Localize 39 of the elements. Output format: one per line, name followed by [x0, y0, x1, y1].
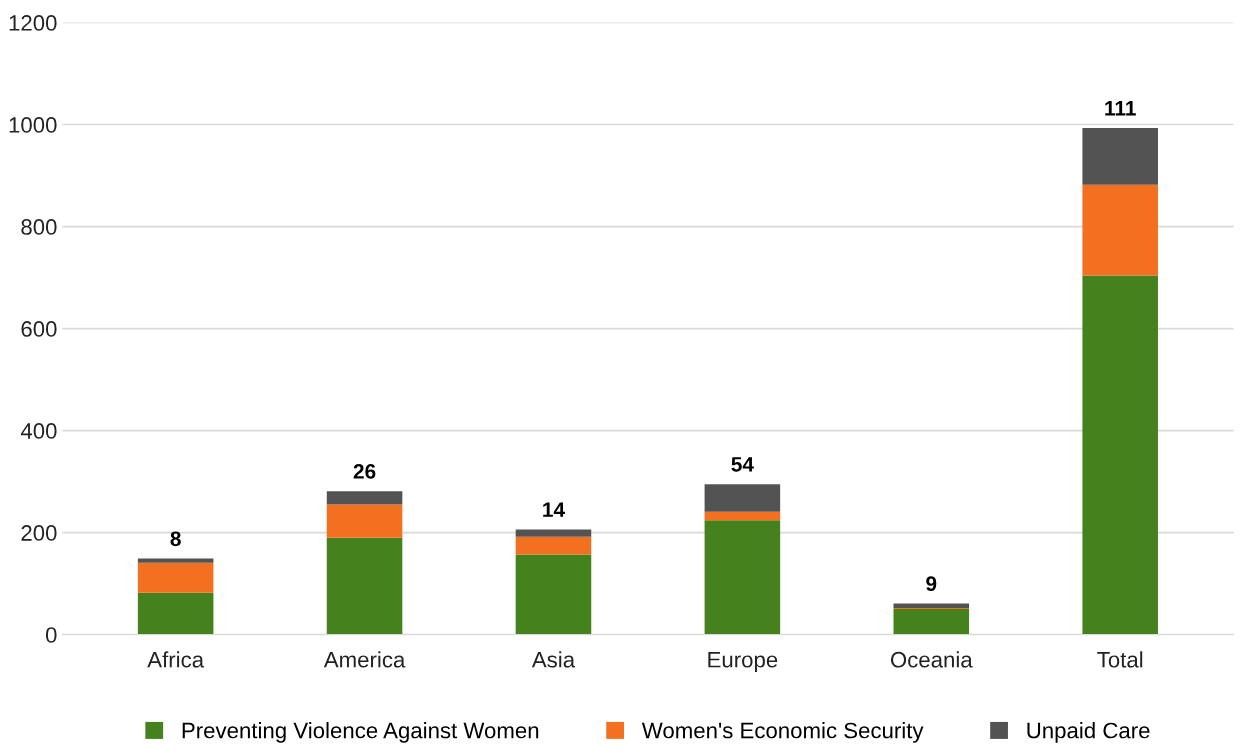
- data-label: 14: [543, 502, 565, 517]
- x-tick-label: America: [323, 651, 406, 668]
- x-tick-label: Asia: [531, 651, 576, 668]
- y-tick-label: 1000: [9, 117, 57, 133]
- bar: [137, 592, 214, 635]
- bar: [326, 537, 403, 635]
- data-label: 8: [170, 531, 181, 547]
- bar: [515, 536, 592, 555]
- x-tick-label: Europe: [708, 652, 778, 672]
- x-tick-label: Africa: [147, 651, 205, 668]
- bar: [515, 554, 592, 635]
- bar: [704, 520, 781, 635]
- bar: [1082, 275, 1158, 635]
- x-tick-label: Oceania: [890, 651, 973, 668]
- y-tick-label: 800: [21, 219, 57, 235]
- data-label: 54: [731, 457, 754, 472]
- data-label: 26: [353, 464, 376, 479]
- legend-label: Women's Economic Security: [641, 722, 924, 743]
- y-tick-label: 600: [21, 321, 57, 337]
- bar: [893, 603, 970, 609]
- legend-label: Preventing Violence Against Women: [182, 722, 539, 743]
- bar: [704, 484, 781, 512]
- bar: [1082, 184, 1158, 276]
- y-tick-label: 400: [20, 423, 57, 439]
- x-tick-label: Total: [1097, 651, 1143, 668]
- data-label: 111: [1105, 101, 1136, 116]
- y-tick-label: 1200: [9, 15, 57, 31]
- bar: [137, 558, 214, 563]
- legend-label: Unpaid Care: [1027, 722, 1150, 743]
- bar: [137, 562, 214, 593]
- bar: [893, 609, 970, 635]
- bar: [704, 511, 781, 521]
- bar: [1082, 128, 1158, 185]
- y-tick-label: 200: [21, 525, 57, 541]
- y-tick-label: 0: [45, 627, 57, 643]
- data-label: 9: [926, 576, 937, 592]
- bar: [326, 504, 403, 538]
- bar: [515, 529, 592, 537]
- bar: [326, 491, 403, 505]
